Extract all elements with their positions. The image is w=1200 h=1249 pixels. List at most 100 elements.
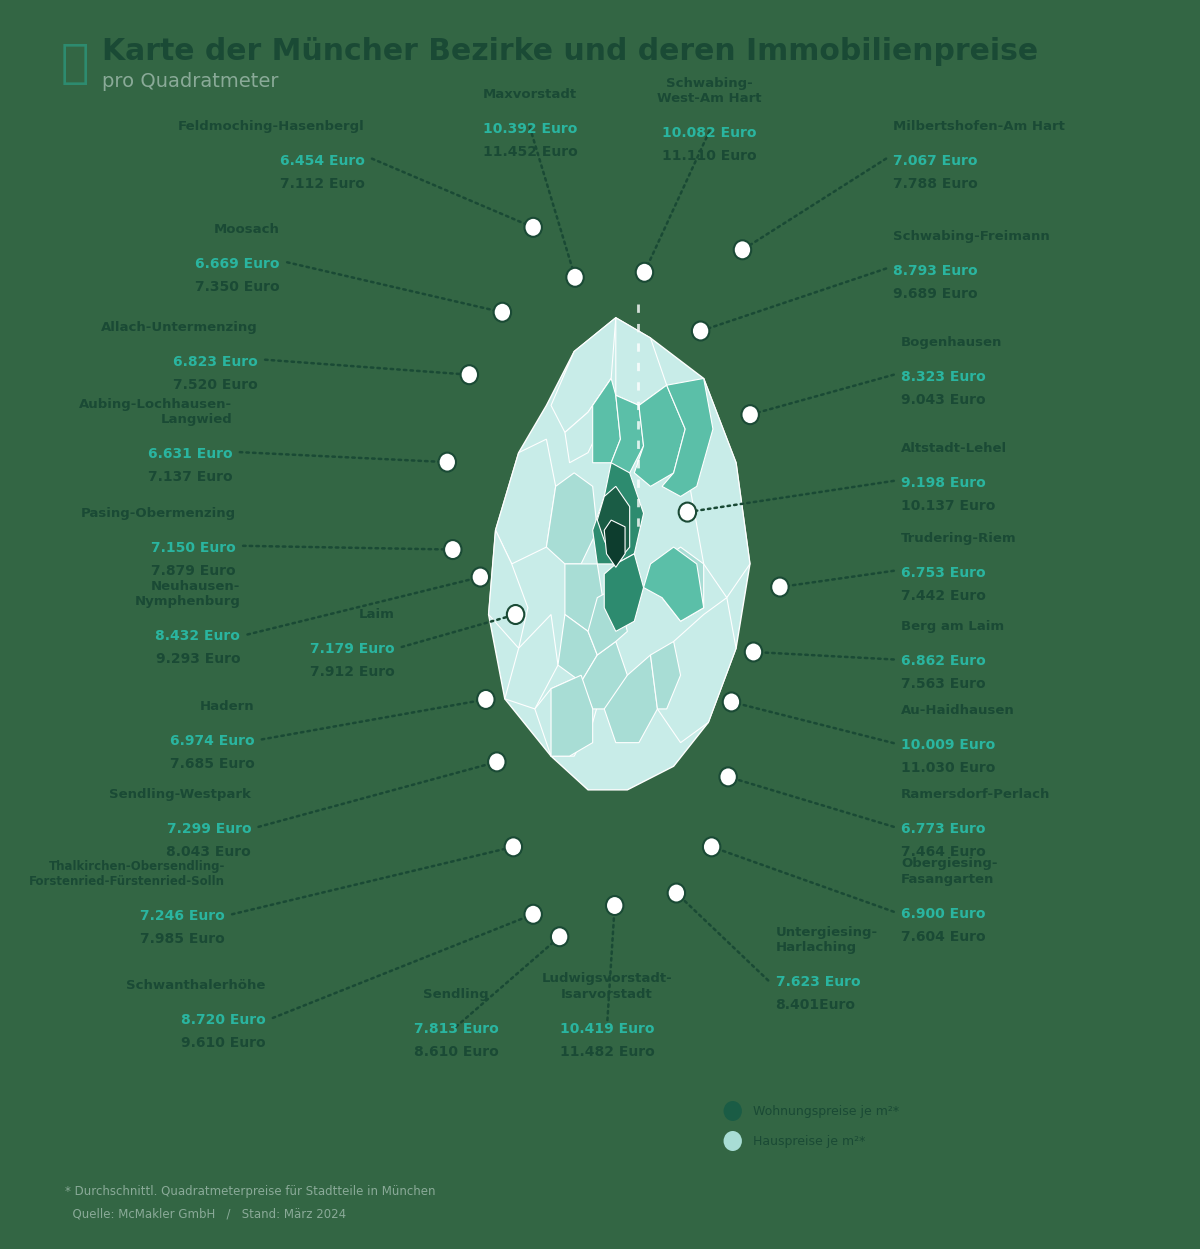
Text: Ramersdorf-Perlach: Ramersdorf-Perlach <box>901 788 1050 801</box>
Text: 10.419 Euro: 10.419 Euro <box>559 1022 654 1035</box>
Text: 9.610 Euro: 9.610 Euro <box>181 1035 265 1050</box>
Circle shape <box>720 767 737 787</box>
Text: Milbertshofen-Am Hart: Milbertshofen-Am Hart <box>893 120 1066 132</box>
Polygon shape <box>635 385 685 486</box>
Circle shape <box>606 896 624 916</box>
Text: 6.753 Euro: 6.753 Euro <box>901 566 985 580</box>
Text: Sendling: Sendling <box>424 988 488 1000</box>
Polygon shape <box>598 486 630 565</box>
Polygon shape <box>565 378 611 463</box>
Text: Obergiesing-
Fasangarten: Obergiesing- Fasangarten <box>901 857 997 886</box>
Polygon shape <box>505 615 558 709</box>
Text: 6.823 Euro: 6.823 Euro <box>173 355 258 368</box>
Text: 8.610 Euro: 8.610 Euro <box>414 1044 498 1059</box>
Text: Hadern: Hadern <box>200 701 254 713</box>
Text: Altstadt-Lehel: Altstadt-Lehel <box>901 442 1007 455</box>
Text: 8.793 Euro: 8.793 Euro <box>893 264 978 277</box>
Circle shape <box>724 1132 742 1152</box>
Circle shape <box>551 927 569 947</box>
Polygon shape <box>605 553 643 632</box>
Circle shape <box>472 567 490 587</box>
Circle shape <box>703 837 720 857</box>
Text: 8.720 Euro: 8.720 Euro <box>181 1013 265 1027</box>
Text: 7.604 Euro: 7.604 Euro <box>901 929 985 944</box>
Text: Schwabing-
West-Am Hart: Schwabing- West-Am Hart <box>658 76 762 105</box>
Text: 7.246 Euro: 7.246 Euro <box>140 909 224 923</box>
Text: 7.788 Euro: 7.788 Euro <box>893 176 978 191</box>
Polygon shape <box>616 317 667 406</box>
Circle shape <box>461 365 478 385</box>
Text: Quelle: McMakler GmbH   /   Stand: März 2024: Quelle: McMakler GmbH / Stand: März 2024 <box>66 1208 347 1220</box>
Text: 6.773 Euro: 6.773 Euro <box>901 822 985 836</box>
Polygon shape <box>551 676 593 756</box>
Text: 7.442 Euro: 7.442 Euro <box>901 588 986 603</box>
Text: pro Quadratmeter: pro Quadratmeter <box>102 71 278 90</box>
Text: Thalkirchen-Obersendling-
Forstenried-Fürstenried-Solln: Thalkirchen-Obersendling- Forstenried-Fü… <box>29 859 224 888</box>
Text: 11.452 Euro: 11.452 Euro <box>482 145 577 160</box>
Text: 9.043 Euro: 9.043 Euro <box>901 392 985 407</box>
Polygon shape <box>581 642 628 709</box>
Text: 8.323 Euro: 8.323 Euro <box>901 370 986 383</box>
Circle shape <box>493 302 511 322</box>
Text: Feldmoching-Hasenbergl: Feldmoching-Hasenbergl <box>178 120 365 132</box>
Text: 7.623 Euro: 7.623 Euro <box>775 975 860 989</box>
Circle shape <box>745 642 762 662</box>
Circle shape <box>733 240 751 260</box>
Text: 7.464 Euro: 7.464 Euro <box>901 844 986 859</box>
Circle shape <box>506 605 524 624</box>
Circle shape <box>505 837 522 857</box>
Text: 11.110 Euro: 11.110 Euro <box>662 149 757 164</box>
Text: Schwabing-Freimann: Schwabing-Freimann <box>893 230 1050 242</box>
Polygon shape <box>605 654 658 743</box>
Text: Untergiesing-
Harlaching: Untergiesing- Harlaching <box>775 926 877 954</box>
Text: 9.293 Euro: 9.293 Euro <box>156 652 240 667</box>
Text: 8.043 Euro: 8.043 Euro <box>167 844 251 859</box>
Text: 7.520 Euro: 7.520 Euro <box>173 377 258 392</box>
Text: 6.974 Euro: 6.974 Euro <box>170 734 254 748</box>
Text: 7.179 Euro: 7.179 Euro <box>310 642 395 656</box>
Text: Schwanthalerhöhe: Schwanthalerhöhe <box>126 979 265 992</box>
Circle shape <box>692 321 709 341</box>
Circle shape <box>679 502 696 522</box>
Polygon shape <box>546 473 598 565</box>
Polygon shape <box>611 396 643 473</box>
Text: Maxvorstadt: Maxvorstadt <box>482 89 577 101</box>
Circle shape <box>566 267 583 287</box>
Text: Neuhausen-
Nymphenburg: Neuhausen- Nymphenburg <box>134 580 240 608</box>
Circle shape <box>478 689 494 709</box>
Text: Au-Haidhausen: Au-Haidhausen <box>901 704 1015 717</box>
Text: 7.350 Euro: 7.350 Euro <box>196 280 280 295</box>
Text: 7.685 Euro: 7.685 Euro <box>169 757 254 772</box>
Circle shape <box>524 904 542 924</box>
Text: 7.067 Euro: 7.067 Euro <box>893 154 978 167</box>
Text: 7.299 Euro: 7.299 Euro <box>167 822 251 836</box>
Text: Berg am Laim: Berg am Laim <box>901 621 1004 633</box>
Circle shape <box>667 883 685 903</box>
Text: 11.482 Euro: 11.482 Euro <box>559 1044 654 1059</box>
Text: 6.900 Euro: 6.900 Euro <box>901 907 985 921</box>
Polygon shape <box>680 378 750 598</box>
Text: 6.669 Euro: 6.669 Euro <box>196 257 280 271</box>
Circle shape <box>742 405 758 425</box>
Polygon shape <box>593 378 620 463</box>
Circle shape <box>724 1102 742 1122</box>
Polygon shape <box>593 463 643 565</box>
Text: Bogenhausen: Bogenhausen <box>901 336 1002 348</box>
Text: Hauspreise je m²*: Hauspreise je m²* <box>752 1134 865 1148</box>
Text: 7.879 Euro: 7.879 Euro <box>151 563 236 578</box>
Text: 🏛: 🏛 <box>60 41 89 86</box>
Polygon shape <box>662 378 713 497</box>
Polygon shape <box>496 440 556 565</box>
Text: Allach-Untermenzing: Allach-Untermenzing <box>101 321 258 333</box>
Polygon shape <box>658 598 736 743</box>
Text: 7.813 Euro: 7.813 Euro <box>414 1022 498 1035</box>
Circle shape <box>722 692 740 712</box>
Text: 7.985 Euro: 7.985 Euro <box>140 932 224 947</box>
Polygon shape <box>658 547 703 621</box>
Text: 6.631 Euro: 6.631 Euro <box>148 447 233 461</box>
Text: Sendling-Westpark: Sendling-Westpark <box>109 788 251 801</box>
Text: 7.112 Euro: 7.112 Euro <box>280 176 365 191</box>
Text: 8.432 Euro: 8.432 Euro <box>155 629 240 643</box>
Text: Wohnungspreise je m²*: Wohnungspreise je m²* <box>752 1104 899 1118</box>
Circle shape <box>636 262 653 282</box>
